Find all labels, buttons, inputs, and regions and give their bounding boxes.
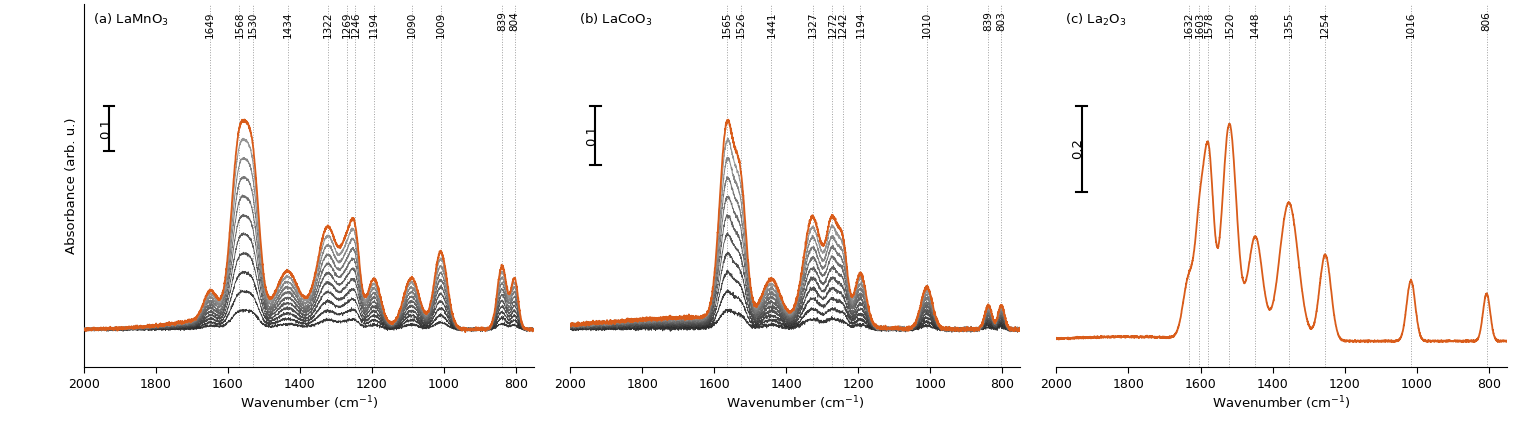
Text: 1269: 1269: [342, 11, 352, 38]
Text: 1016: 1016: [1406, 11, 1415, 38]
Text: 0.2: 0.2: [1071, 138, 1085, 160]
Text: 1565: 1565: [721, 11, 732, 38]
Text: 1194: 1194: [370, 11, 379, 38]
Text: 839: 839: [498, 11, 507, 31]
Y-axis label: Absorbance (arb. u.): Absorbance (arb. u.): [65, 117, 78, 254]
Text: (c) La$_2$O$_3$: (c) La$_2$O$_3$: [1065, 11, 1126, 27]
Text: 1009: 1009: [435, 11, 446, 38]
Text: 0.1: 0.1: [584, 125, 598, 146]
Text: 1568: 1568: [234, 11, 245, 38]
Text: 1355: 1355: [1285, 11, 1294, 38]
Text: 1010: 1010: [922, 11, 931, 38]
X-axis label: Wavenumber (cm$^{-1}$): Wavenumber (cm$^{-1}$): [239, 395, 377, 412]
Text: 806: 806: [1481, 11, 1492, 31]
Text: 1272: 1272: [828, 11, 837, 38]
Text: 1327: 1327: [808, 11, 817, 38]
Text: 1441: 1441: [767, 11, 776, 38]
Text: 1254: 1254: [1320, 11, 1330, 38]
Text: 804: 804: [510, 11, 519, 31]
Text: 1526: 1526: [735, 11, 746, 38]
Text: 803: 803: [997, 11, 1006, 31]
Text: 1578: 1578: [1204, 11, 1213, 38]
Text: 1530: 1530: [248, 11, 259, 38]
Text: 1649: 1649: [205, 11, 215, 38]
Text: 1242: 1242: [839, 11, 848, 38]
Text: 0.1: 0.1: [99, 118, 111, 139]
Text: (b) LaCoO$_3$: (b) LaCoO$_3$: [578, 11, 653, 27]
X-axis label: Wavenumber (cm$^{-1}$): Wavenumber (cm$^{-1}$): [1213, 395, 1352, 412]
Text: 1246: 1246: [350, 11, 361, 38]
Text: 1322: 1322: [323, 11, 333, 38]
Text: 1434: 1434: [283, 11, 292, 38]
Text: 1194: 1194: [855, 11, 866, 38]
X-axis label: Wavenumber (cm$^{-1}$): Wavenumber (cm$^{-1}$): [726, 395, 864, 412]
Text: 1448: 1448: [1250, 11, 1260, 38]
Text: 1090: 1090: [406, 11, 417, 38]
Text: (a) LaMnO$_3$: (a) LaMnO$_3$: [93, 11, 169, 27]
Text: 1632: 1632: [1184, 11, 1195, 38]
Text: 1603: 1603: [1195, 11, 1204, 38]
Text: 839: 839: [983, 11, 994, 31]
Text: 1520: 1520: [1224, 11, 1234, 38]
